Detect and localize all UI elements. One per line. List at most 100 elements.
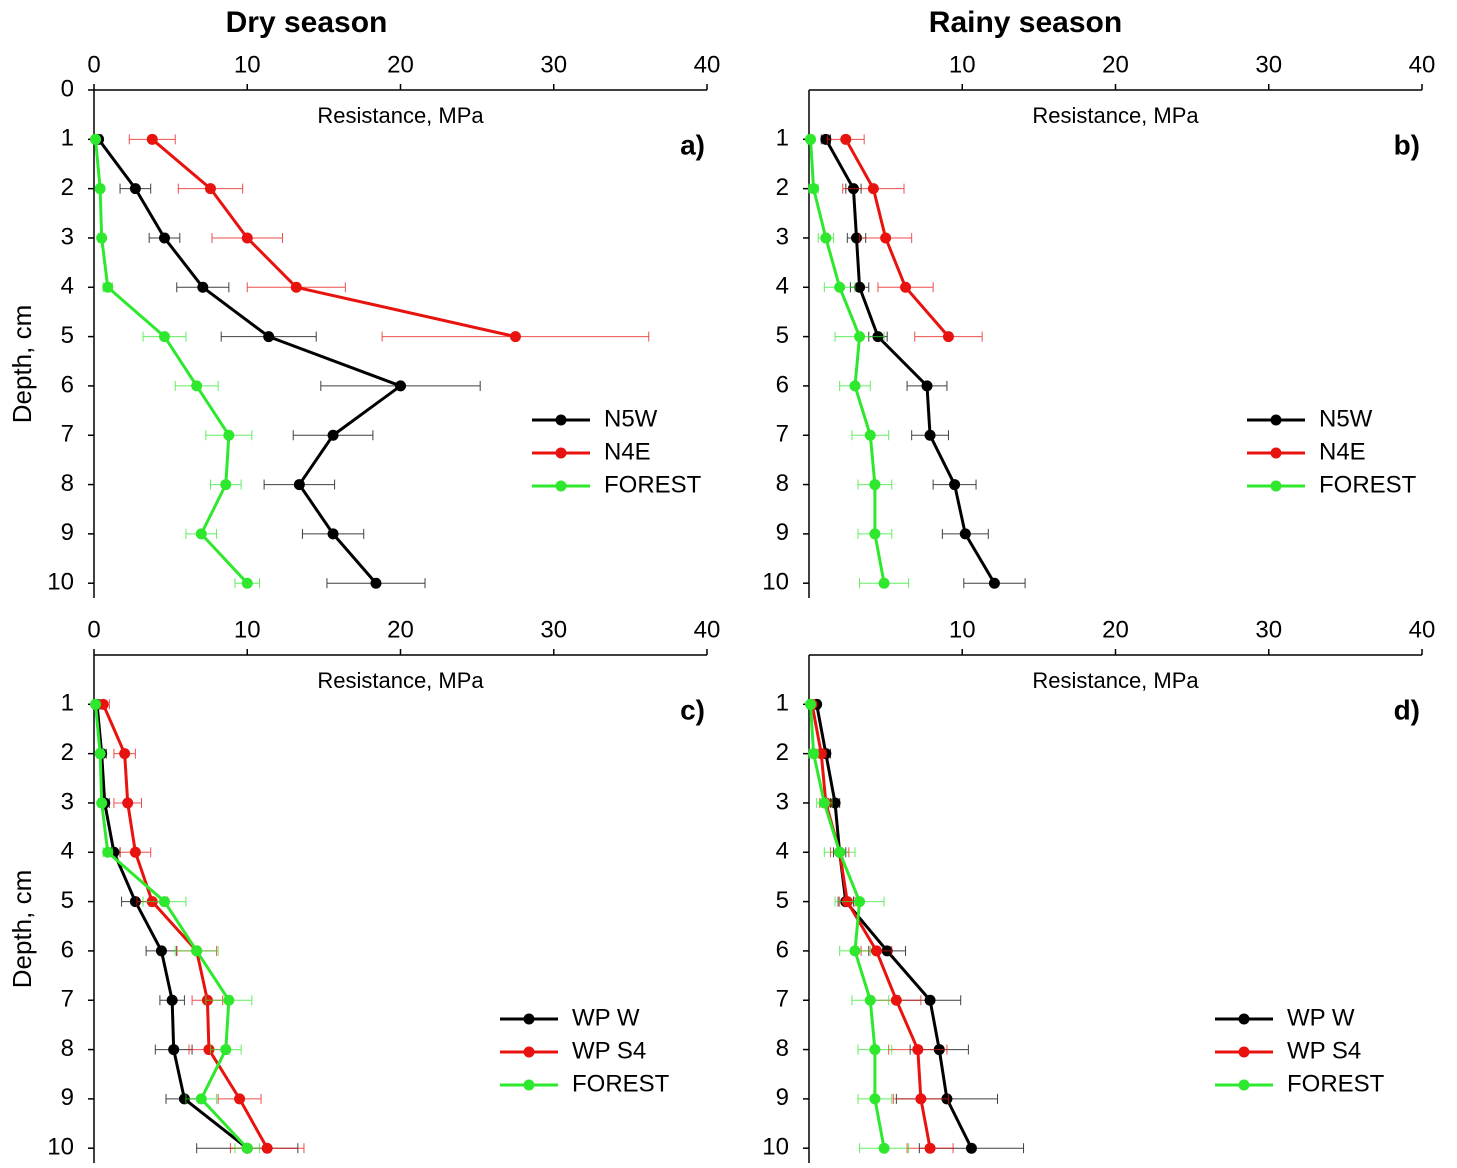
data-point — [195, 1093, 207, 1105]
data-point — [241, 577, 253, 589]
y-tick-label: 9 — [776, 519, 789, 546]
y-tick-label: 1 — [776, 690, 789, 717]
data-point — [849, 945, 861, 957]
legend-marker — [1270, 414, 1282, 426]
y-tick-label: 10 — [47, 1134, 74, 1161]
y-tick-label: 1 — [776, 125, 789, 152]
y-tick-label: 9 — [61, 1084, 74, 1111]
y-axis-label: Depth, cm — [7, 305, 37, 424]
series-line — [101, 703, 269, 1149]
data-point — [122, 797, 134, 809]
x-tick-label: 20 — [1102, 616, 1129, 643]
panel-title: Rainy season — [929, 6, 1122, 39]
data-point — [204, 183, 216, 195]
y-tick-label: 7 — [776, 421, 789, 448]
x-tick-label: 40 — [1409, 616, 1436, 643]
series-line — [94, 139, 249, 585]
y-tick-label: 4 — [61, 838, 74, 865]
x-axis-label: Resistance, MPa — [1032, 668, 1199, 693]
data-point — [900, 281, 912, 293]
y-tick-label: 4 — [776, 838, 789, 865]
y-tick-label: 9 — [61, 519, 74, 546]
data-point — [878, 577, 890, 589]
y-tick-label: 3 — [776, 223, 789, 250]
data-point — [94, 748, 106, 760]
panel-label: d) — [1394, 694, 1420, 725]
data-point — [293, 479, 305, 491]
data-point — [864, 994, 876, 1006]
panel: 0 10 20 30 40 0 1 2 3 4 5 6 7 8 9 10 Dry season Resistanc… — [7, 6, 720, 598]
x-tick-label: 10 — [949, 616, 976, 643]
data-point — [168, 1044, 180, 1056]
data-point — [203, 1044, 215, 1056]
data-point — [834, 281, 846, 293]
x-tick-label: 40 — [1409, 51, 1436, 78]
data-point — [915, 1093, 927, 1105]
data-point — [96, 797, 108, 809]
data-point — [878, 1142, 890, 1154]
data-point — [191, 945, 203, 957]
x-axis-label: Resistance, MPa — [317, 668, 484, 693]
x-tick-label: 30 — [1255, 616, 1282, 643]
data-point — [867, 183, 879, 195]
data-point — [158, 896, 170, 908]
legend-marker — [1270, 480, 1282, 492]
legend-marker — [523, 1013, 535, 1025]
data-point — [965, 1142, 977, 1154]
y-tick-label: 2 — [776, 174, 789, 201]
legend-marker — [1238, 1079, 1250, 1091]
x-tick-label: 40 — [694, 616, 721, 643]
x-tick-label: 0 — [87, 51, 100, 78]
data-point — [158, 331, 170, 343]
data-point — [263, 331, 275, 343]
data-point — [869, 528, 881, 540]
data-point — [223, 994, 235, 1006]
y-tick-label: 5 — [61, 887, 74, 914]
data-point — [197, 281, 209, 293]
legend-label: WP S4 — [572, 1037, 646, 1064]
y-tick-label: 6 — [61, 936, 74, 963]
x-tick-label: 10 — [234, 616, 261, 643]
data-point — [869, 1093, 881, 1105]
x-tick-label: 20 — [387, 51, 414, 78]
y-tick-label: 5 — [776, 887, 789, 914]
data-point — [129, 183, 141, 195]
data-point — [119, 748, 131, 760]
data-point — [869, 1044, 881, 1056]
y-tick-label: 8 — [776, 1035, 789, 1062]
data-point — [261, 1142, 273, 1154]
data-point — [818, 797, 830, 809]
series-line — [94, 704, 249, 1150]
legend-marker — [555, 447, 567, 459]
data-point — [223, 429, 235, 441]
data-point — [849, 380, 861, 392]
legend-label: FOREST — [572, 1070, 670, 1097]
y-tick-label: 1 — [61, 690, 74, 717]
y-tick-label: 2 — [61, 174, 74, 201]
series-line — [95, 704, 249, 1150]
data-point — [880, 232, 892, 244]
legend-label: N4E — [604, 438, 651, 465]
data-point — [102, 281, 114, 293]
data-point — [854, 331, 866, 343]
data-point — [146, 133, 158, 145]
panel-label: c) — [680, 694, 705, 725]
y-tick-label: 4 — [61, 273, 74, 300]
data-point — [509, 331, 521, 343]
data-point — [820, 232, 832, 244]
legend-marker — [1270, 447, 1282, 459]
panel: 10 20 30 40 1 2 3 4 5 6 7 8 9 10 Resistance, MPa d) WP W… — [762, 616, 1435, 1163]
legend-label: WP W — [572, 1004, 640, 1031]
panel-label: b) — [1394, 129, 1420, 160]
data-point — [234, 1093, 246, 1105]
y-tick-label: 8 — [61, 470, 74, 497]
x-tick-label: 30 — [540, 51, 567, 78]
y-tick-label: 2 — [776, 739, 789, 766]
x-tick-label: 20 — [387, 616, 414, 643]
data-point — [840, 133, 852, 145]
y-tick-label: 7 — [776, 986, 789, 1013]
data-point — [924, 994, 936, 1006]
y-tick-label: 8 — [776, 470, 789, 497]
data-point — [97, 698, 109, 710]
